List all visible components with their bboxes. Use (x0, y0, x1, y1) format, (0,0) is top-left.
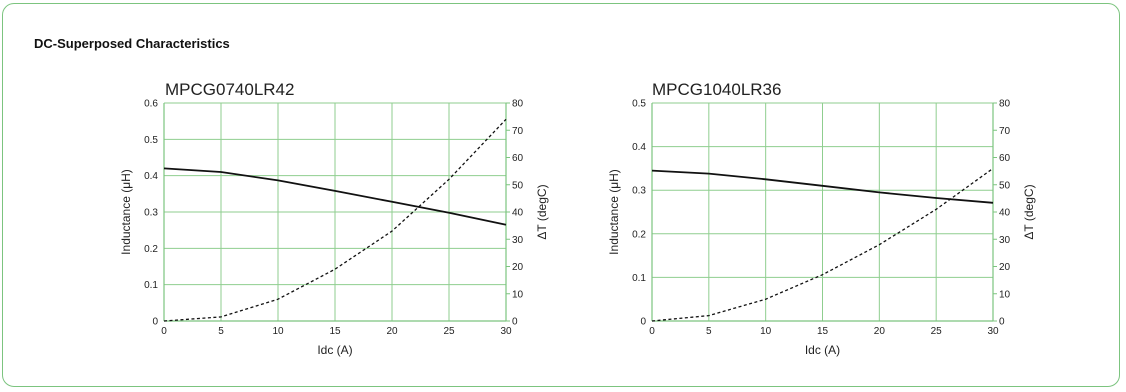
chart2-title: MPCG1040LR36 (652, 80, 781, 99)
chart1-y2-tick-label: 40 (512, 208, 524, 219)
chart2-inductance-line (651, 169, 994, 204)
section-title: DC-Superposed Characteristics (34, 36, 230, 51)
chart1-y-tick-label: 0.5 (144, 135, 158, 146)
chart2-y-tick-label: 0.2 (632, 229, 646, 240)
chart1-y-axis-label: Inductance (μH) (119, 169, 133, 255)
chart2-x-tick-label: 15 (817, 326, 829, 337)
chart1-y2-tick-label: 60 (512, 153, 524, 164)
chart2-y2-axis-label: ΔT (degC) (1022, 184, 1036, 239)
chart2-y-axis-label: Inductance (μH) (607, 169, 621, 255)
chart2-y2-tick-label: 0 (999, 317, 1005, 328)
chart1-y-tick-label: 0.2 (144, 244, 158, 255)
chart1-y2-tick-label: 0 (512, 317, 518, 328)
chart1-y-tick-label: 0.6 (144, 99, 158, 110)
chart2-x-tick-label: 20 (874, 326, 886, 337)
chart2-x-tick-label: 10 (760, 326, 772, 337)
chart1-y2-tick-label: 70 (512, 126, 524, 137)
chart2-y2-tick-label: 60 (999, 153, 1011, 164)
chart2-y2-tick-label: 70 (999, 126, 1011, 137)
chart1-y-tick-label: 0.1 (144, 280, 158, 291)
chart1-x-tick-label: 5 (218, 326, 224, 337)
chart1-x-tick-label: 15 (329, 326, 341, 337)
chart1-y2-tick-label: 50 (512, 180, 524, 191)
chart1-y-tick-label: 0.3 (144, 208, 158, 219)
chart1-y-tick-label: 0 (152, 317, 158, 328)
chart1-x-axis-label: Idc (A) (317, 343, 352, 357)
chart1-y2-tick-label: 30 (512, 235, 524, 246)
chart2-y2-tick-label: 30 (999, 235, 1011, 246)
chart2-x-tick-label: 0 (649, 326, 655, 337)
chart1-y2-tick-label: 80 (512, 99, 524, 110)
chart2-y-tick-label: 0 (640, 317, 646, 328)
panel-frame (2, 3, 1120, 387)
chart1-y-tick-label: 0.4 (144, 171, 158, 182)
chart1-y2-tick-label: 20 (512, 262, 524, 273)
chart1-x-tick-label: 10 (272, 326, 284, 337)
chart1-title: MPCG0740LR42 (165, 80, 294, 99)
chart1-x-tick-label: 25 (443, 326, 455, 337)
chart2-x-axis-label: Idc (A) (805, 343, 840, 357)
chart2-y-tick-label: 0.4 (632, 142, 646, 153)
chart2-y2-tick-label: 50 (999, 180, 1011, 191)
chart2-y2-tick-label: 10 (999, 289, 1011, 300)
chart2-x-tick-label: 5 (706, 326, 712, 337)
chart2-y2-tick-label: 20 (999, 262, 1011, 273)
chart2-x-tick-label: 30 (987, 326, 999, 337)
chart1-x-tick-label: 20 (386, 326, 398, 337)
chart1-y2-axis-label: ΔT (degC) (535, 184, 549, 239)
chart1-x-tick-label: 30 (500, 326, 512, 337)
chart1-y2-tick-label: 10 (512, 289, 524, 300)
chart1-temperature-rise-line (163, 118, 507, 322)
chart2-y-tick-label: 0.3 (632, 186, 646, 197)
chart2-y2-tick-label: 80 (999, 99, 1011, 110)
chart2-x-tick-label: 25 (931, 326, 943, 337)
chart1-inductance-line (163, 167, 507, 226)
chart2-y-tick-label: 0.1 (632, 273, 646, 284)
chart2-y2-tick-label: 40 (999, 208, 1011, 219)
chart2-y-tick-label: 0.5 (632, 99, 646, 110)
chart2-temperature-rise-line (651, 167, 994, 322)
chart1-x-tick-label: 0 (161, 326, 167, 337)
